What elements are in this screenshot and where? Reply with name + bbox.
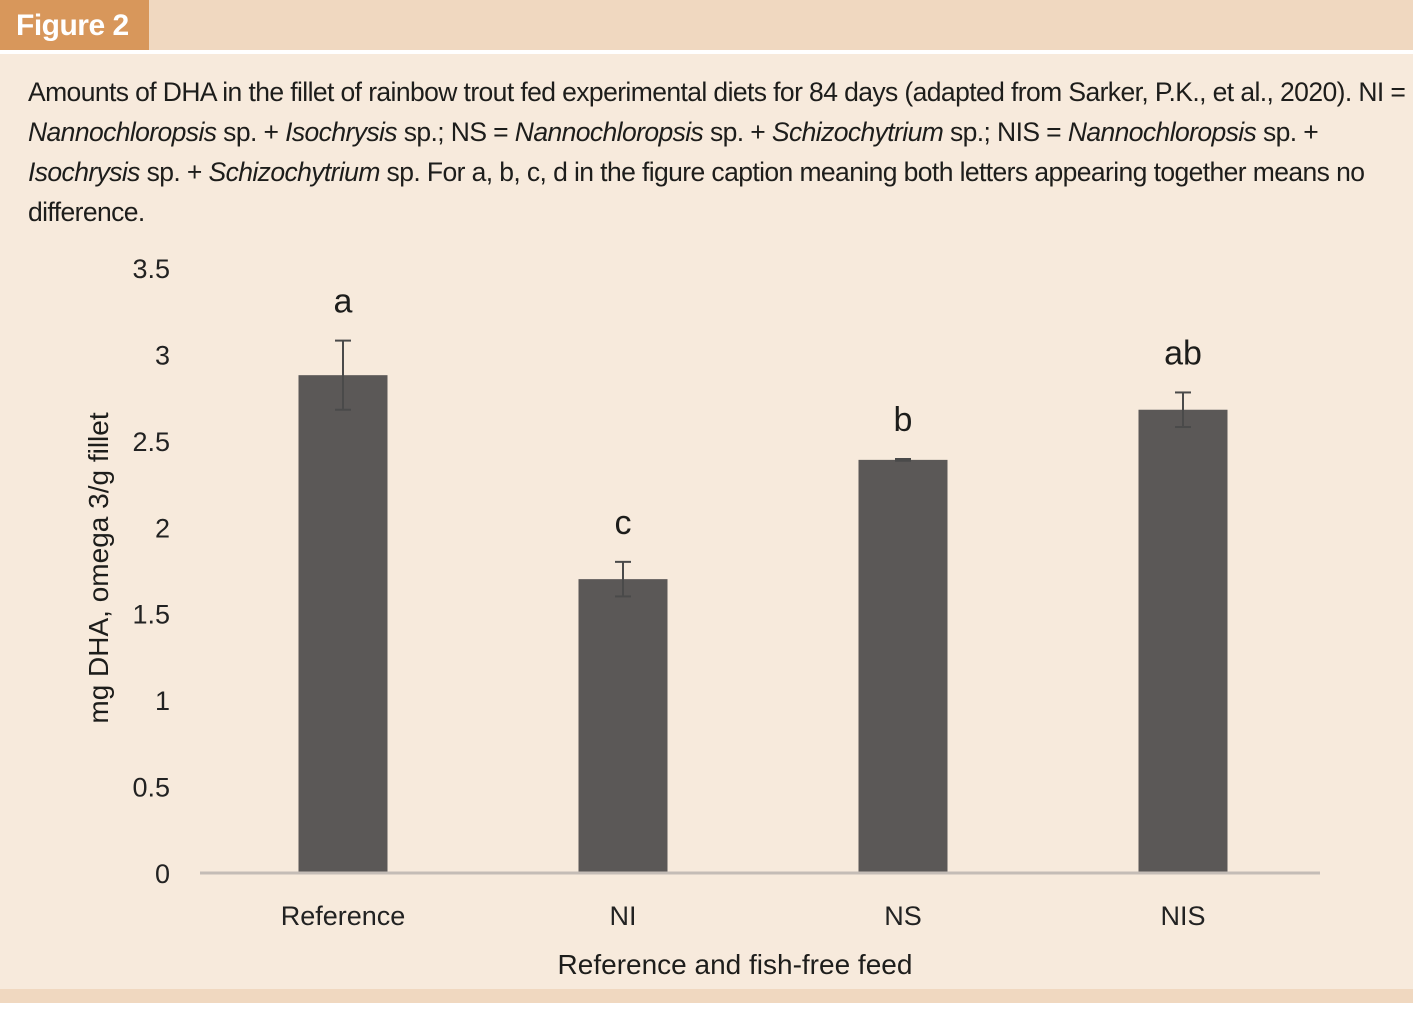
x-category-label: NS	[884, 901, 922, 931]
x-category-label: Reference	[281, 901, 406, 931]
caption-text: sp. +	[1256, 117, 1319, 147]
bars	[298, 375, 1228, 873]
y-axis-ticks: 0 0.5 1 1.5 2 2.5 3 3.5	[132, 254, 170, 889]
error-bar	[1175, 391, 1191, 429]
x-category-label: NI	[610, 901, 637, 931]
caption-text: sp. +	[139, 157, 209, 187]
caption-taxon: Schizochytrium	[771, 117, 944, 147]
significance-label: ab	[1164, 334, 1202, 372]
caption-taxon: Nannochloropsis	[28, 117, 217, 147]
caption-text: sp. +	[216, 117, 286, 147]
y-tick-label: 3.5	[132, 254, 170, 284]
caption-text: sp.; NIS =	[943, 117, 1068, 147]
caption-taxon: Schizochytrium	[208, 157, 381, 187]
caption-text: sp. +	[703, 117, 772, 147]
figure-tag: Figure 2	[0, 0, 149, 50]
y-tick-label: 0	[155, 859, 170, 889]
y-axis-title: mg DHA, omega 3/g fillet	[83, 412, 114, 723]
x-category-label: NIS	[1160, 901, 1205, 931]
caption-text: sp.; NS =	[396, 117, 515, 147]
y-tick-label: 1	[155, 686, 170, 716]
figure-caption: Amounts of DHA in the fillet of rainbow …	[28, 72, 1408, 232]
significance-label: c	[615, 504, 632, 542]
error-bar	[335, 339, 351, 411]
caption-taxon: Isochrysis	[285, 117, 397, 147]
bar-reference	[298, 375, 388, 873]
x-axis-title: Reference and fish-free feed	[558, 949, 913, 980]
bar-ns	[858, 459, 948, 873]
header-band	[0, 0, 1413, 54]
error-bars	[335, 339, 1191, 598]
y-tick-label: 2.5	[132, 427, 170, 457]
caption-taxon: Nannochloropsis	[1067, 117, 1257, 147]
significance-label: b	[894, 401, 913, 439]
caption-taxon: Nannochloropsis	[514, 117, 704, 147]
y-tick-label: 1.5	[132, 600, 170, 630]
significance-label: a	[334, 283, 353, 321]
figure-panel: Figure 2 Amounts of DHA in the fillet of…	[0, 0, 1413, 1003]
footer-band	[0, 989, 1413, 1003]
y-tick-label: 2	[155, 513, 170, 543]
y-tick-label: 3	[155, 340, 170, 370]
caption-text: sp. For a, b, c, d in the figure caption…	[28, 157, 1365, 227]
error-bar	[895, 458, 911, 462]
error-bar	[615, 560, 631, 598]
y-tick-label: 0.5	[132, 773, 170, 803]
bar-ni	[578, 579, 668, 873]
caption-taxon: Isochrysis	[28, 157, 140, 187]
x-axis-categories: Reference NI NS NIS	[281, 901, 1206, 931]
caption-text: Amounts of DHA in the fillet of rainbow …	[28, 77, 1406, 107]
significance-labels: a c b ab	[334, 283, 1202, 542]
bar-nis	[1138, 409, 1228, 873]
